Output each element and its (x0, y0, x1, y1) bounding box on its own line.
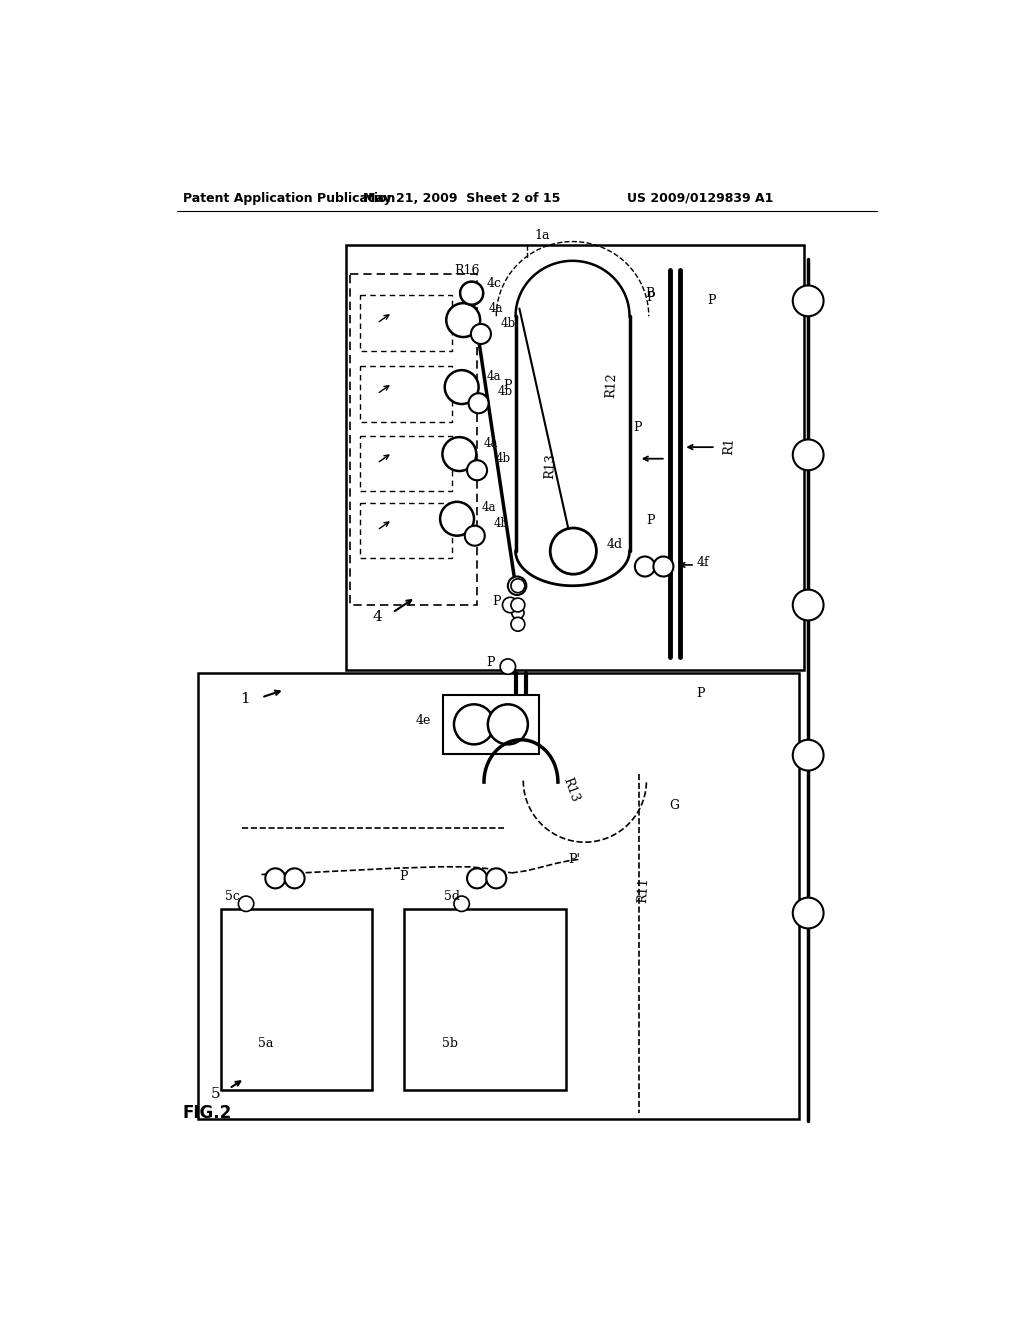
Circle shape (469, 393, 488, 413)
Bar (443, 696, 539, 754)
Text: 4c: 4c (486, 277, 502, 290)
Text: P: P (493, 594, 501, 607)
Circle shape (500, 659, 515, 675)
Text: R13: R13 (560, 776, 582, 804)
Bar (360, 296, 453, 351)
Text: May 21, 2009  Sheet 2 of 15: May 21, 2009 Sheet 2 of 15 (362, 191, 560, 205)
Circle shape (467, 461, 487, 480)
Text: 4b: 4b (496, 453, 511, 465)
Circle shape (239, 896, 254, 911)
Circle shape (487, 705, 528, 744)
Text: 5a: 5a (258, 1038, 273, 1051)
Text: FIG.2: FIG.2 (183, 1105, 232, 1122)
Circle shape (454, 896, 469, 911)
Text: R12: R12 (604, 372, 618, 399)
Circle shape (793, 285, 823, 317)
Bar (346, 244, 804, 669)
Text: R1: R1 (722, 437, 736, 454)
Text: Patent Application Publication: Patent Application Publication (183, 191, 395, 205)
Circle shape (460, 281, 483, 305)
Text: 4d: 4d (606, 539, 623, 552)
Text: 4: 4 (372, 610, 382, 623)
Text: 4a: 4a (481, 502, 497, 515)
Text: P: P (486, 656, 496, 669)
Bar (221, 909, 372, 1090)
Text: 4b: 4b (494, 517, 508, 529)
Text: 4a: 4a (484, 437, 499, 450)
Text: 5d: 5d (444, 890, 460, 903)
Text: B: B (645, 286, 654, 300)
Text: G: G (670, 799, 680, 812)
Text: P: P (399, 870, 409, 883)
Circle shape (265, 869, 286, 888)
Circle shape (550, 528, 596, 574)
Text: 4a: 4a (488, 302, 503, 315)
Circle shape (793, 898, 823, 928)
Text: 4a: 4a (486, 370, 501, 383)
Circle shape (635, 557, 655, 577)
Circle shape (793, 739, 823, 771)
Text: 4e: 4e (416, 714, 431, 727)
Text: P: P (646, 513, 654, 527)
Circle shape (793, 440, 823, 470)
Circle shape (440, 502, 474, 536)
Text: US 2009/0129839 A1: US 2009/0129839 A1 (628, 191, 773, 205)
Text: 5: 5 (211, 1086, 220, 1101)
Text: P: P (504, 379, 512, 392)
Circle shape (511, 598, 524, 612)
Circle shape (454, 705, 494, 744)
Circle shape (467, 869, 487, 888)
Text: P: P (696, 686, 705, 700)
Text: 1a: 1a (535, 228, 550, 242)
Circle shape (511, 618, 524, 631)
Text: R11: R11 (636, 876, 650, 903)
Circle shape (446, 304, 480, 337)
Circle shape (486, 869, 506, 888)
Text: P: P (708, 294, 716, 308)
Text: 4b: 4b (500, 317, 515, 330)
Bar (360, 503, 453, 558)
Circle shape (653, 557, 674, 577)
Bar (350, 275, 477, 605)
Circle shape (503, 597, 518, 612)
Bar (199, 673, 799, 1119)
Bar (403, 909, 565, 1090)
Circle shape (465, 525, 484, 545)
Text: P: P (646, 290, 654, 304)
Text: 1: 1 (240, 692, 250, 706)
Circle shape (508, 577, 526, 595)
Text: 4b: 4b (498, 385, 513, 399)
Text: R13: R13 (543, 453, 557, 479)
Text: R16: R16 (454, 264, 479, 277)
Text: P: P (633, 421, 641, 434)
Bar (360, 436, 453, 491)
Text: 4f: 4f (696, 556, 710, 569)
Circle shape (793, 590, 823, 620)
Circle shape (285, 869, 304, 888)
Circle shape (442, 437, 476, 471)
Circle shape (444, 370, 478, 404)
Bar (360, 367, 453, 422)
Circle shape (512, 607, 524, 619)
Circle shape (511, 578, 524, 593)
Circle shape (471, 323, 490, 345)
Text: 5b: 5b (442, 1038, 459, 1051)
Text: 5c: 5c (225, 890, 240, 903)
Text: P': P' (568, 853, 580, 866)
